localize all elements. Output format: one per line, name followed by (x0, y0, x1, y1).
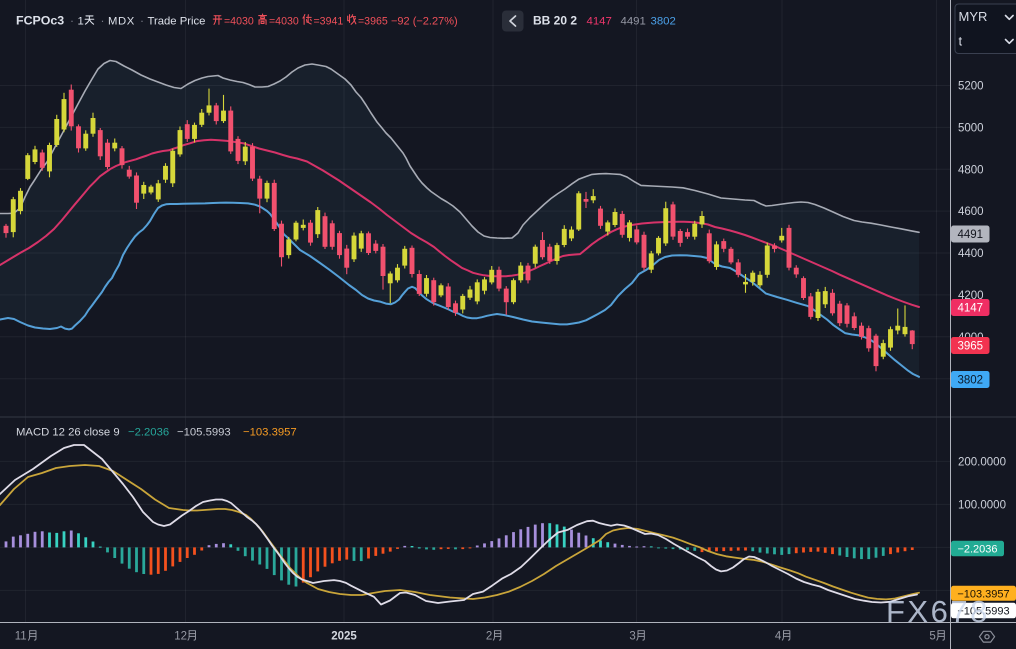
svg-text:5: 5 (929, 631, 935, 643)
svg-text:Trade Price: Trade Price (148, 16, 206, 28)
svg-text:−103.3957: −103.3957 (243, 427, 297, 439)
svg-text:2: 2 (486, 631, 492, 643)
svg-text:5200: 5200 (958, 81, 984, 93)
svg-text:3802: 3802 (651, 16, 676, 28)
svg-text:4491: 4491 (957, 229, 983, 241)
svg-text:200.0000: 200.0000 (958, 456, 1006, 468)
svg-text:=4030: =4030 (269, 16, 299, 28)
svg-text:−105.5993: −105.5993 (177, 427, 231, 439)
svg-text:BB 20 2: BB 20 2 (533, 14, 577, 28)
svg-text:−92 (−2.27%): −92 (−2.27%) (391, 16, 458, 28)
svg-text:12: 12 (174, 631, 187, 643)
svg-text:−2.2036: −2.2036 (957, 544, 997, 556)
svg-text:t: t (959, 34, 963, 49)
svg-text:5000: 5000 (958, 122, 984, 134)
svg-text:MYR: MYR (959, 9, 988, 24)
svg-text:=4030: =4030 (224, 16, 254, 28)
svg-text:3: 3 (629, 631, 635, 643)
svg-text:4400: 4400 (958, 248, 984, 260)
svg-text:−103.3957: −103.3957 (957, 588, 1009, 600)
svg-text:11: 11 (15, 631, 27, 643)
svg-text:=3941: =3941 (314, 16, 344, 28)
svg-text:MACD 12 26 close 9: MACD 12 26 close 9 (16, 427, 120, 439)
svg-text:4491: 4491 (621, 16, 646, 28)
svg-text:·: · (101, 14, 105, 28)
svg-text:4147: 4147 (957, 303, 983, 315)
svg-text:−105.5993: −105.5993 (957, 606, 1009, 618)
svg-text:100.0000: 100.0000 (958, 499, 1006, 511)
svg-text:1: 1 (78, 16, 84, 28)
svg-text:4800: 4800 (958, 164, 984, 176)
svg-text:−2.2036: −2.2036 (128, 427, 169, 439)
svg-text:4600: 4600 (958, 206, 984, 218)
svg-text:FCPOc3: FCPOc3 (16, 14, 64, 28)
svg-text:3802: 3802 (957, 375, 983, 387)
svg-text:2025: 2025 (331, 631, 357, 643)
svg-text:·: · (140, 14, 144, 28)
svg-text:4147: 4147 (587, 16, 612, 28)
svg-text:3965: 3965 (957, 341, 983, 353)
svg-text:MDX: MDX (108, 16, 135, 28)
svg-text:4: 4 (775, 631, 782, 643)
svg-text:FX678: FX678 (886, 594, 990, 629)
svg-text:=3965: =3965 (358, 16, 388, 28)
svg-text:4200: 4200 (958, 290, 984, 302)
svg-text:·: · (70, 14, 74, 28)
